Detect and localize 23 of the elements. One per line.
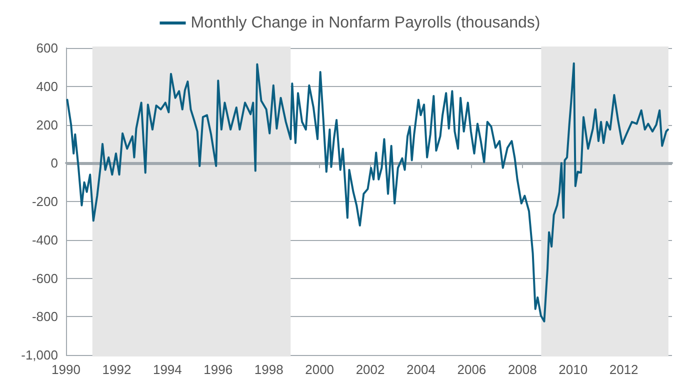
- y-tick-label: -400: [32, 232, 58, 248]
- x-tick-label: 2004: [406, 362, 436, 377]
- line-series: [66, 62, 669, 322]
- x-tick-label: 1994: [152, 362, 182, 377]
- legend-label: Monthly Change in Nonfarm Payrolls (thousands): [190, 14, 540, 32]
- x-tick-label: 1996: [204, 362, 233, 377]
- y-tick-label: 600: [36, 40, 58, 56]
- x-tick-label: 1998: [254, 362, 284, 377]
- x-tick-label: 1992: [102, 362, 132, 377]
- y-tick-label: 200: [36, 117, 58, 132]
- x-tick-label: 2002: [356, 362, 385, 377]
- y-tick-label: -600: [32, 270, 58, 286]
- y-tick-label: -800: [32, 309, 58, 324]
- y-tick-label: -200: [32, 194, 58, 209]
- x-tick-label: 2000: [305, 362, 334, 377]
- y-tick-label: 400: [36, 78, 58, 94]
- x-tick-label: 2006: [457, 362, 486, 377]
- x-tick-label: 1990: [52, 362, 80, 377]
- y-tick-label: -1,000: [21, 348, 58, 362]
- y-tick-label: 0: [50, 156, 58, 171]
- x-tick-label: 2008: [508, 362, 537, 377]
- x-tick-label: 2012: [609, 362, 638, 377]
- x-tick-label: 2010: [558, 362, 588, 377]
